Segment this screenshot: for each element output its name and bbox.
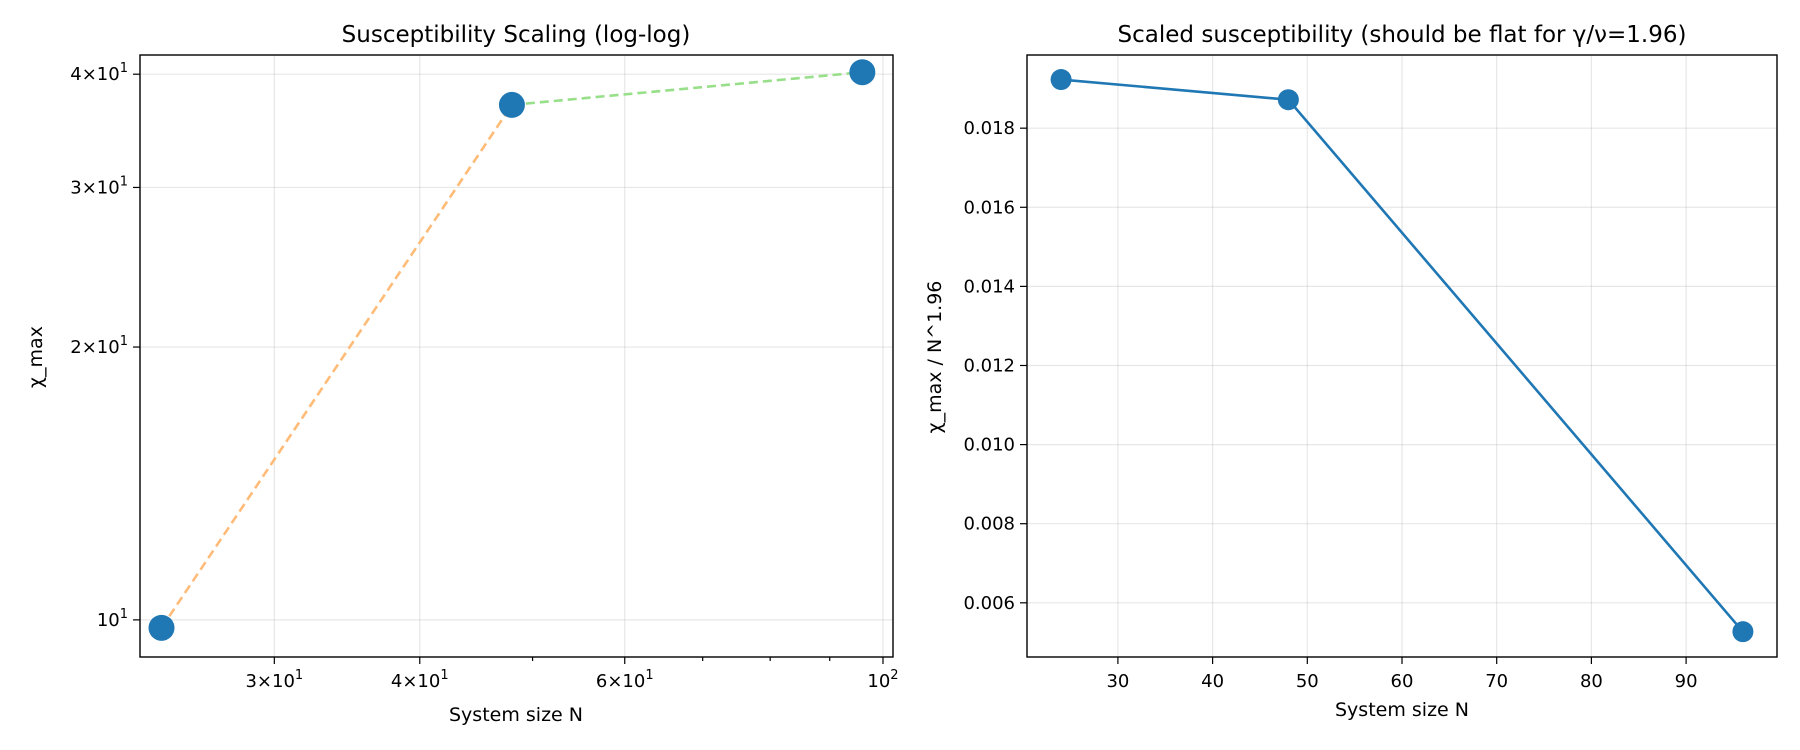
y-tick-label: 0.008 — [963, 514, 1015, 535]
data-point — [849, 59, 876, 86]
data-point — [1732, 621, 1754, 643]
x-tick-label: 50 — [1296, 671, 1319, 692]
x-tick-label: 6×101 — [596, 668, 654, 692]
data-point — [498, 91, 525, 118]
x-tick-label: 60 — [1391, 671, 1414, 692]
x-tick-label: 4×101 — [391, 668, 449, 692]
x-tick-label: 3×101 — [245, 668, 303, 692]
data-point — [148, 614, 175, 641]
left-chart-ylabel: χ_max — [25, 326, 47, 388]
y-tick-label: 3×101 — [70, 174, 128, 198]
data-point — [1050, 69, 1072, 91]
right-chart-ylabel: χ_max / N^1.96 — [924, 281, 946, 434]
x-tick-label: 80 — [1580, 671, 1603, 692]
y-tick-label: 4×101 — [70, 61, 128, 85]
y-tick-label: 0.016 — [963, 197, 1015, 218]
left-chart-panel: Susceptibility Scaling (log-log) System … — [25, 22, 899, 726]
left-chart-title: Susceptibility Scaling (log-log) — [342, 22, 691, 48]
series-line — [511, 70, 863, 107]
y-tick-label: 101 — [97, 607, 128, 631]
x-tick-label: 30 — [1106, 671, 1129, 692]
right-chart-frame — [1026, 54, 1778, 658]
x-tick-label: 40 — [1201, 671, 1224, 692]
data-point — [1277, 89, 1299, 111]
x-tick-label: 102 — [867, 668, 898, 692]
left-chart-xlabel: System size N — [449, 704, 583, 726]
y-tick-label: 0.014 — [963, 276, 1015, 297]
right-chart-title: Scaled susceptibility (should be flat fo… — [1118, 22, 1687, 48]
left-chart-frame — [139, 54, 894, 658]
y-tick-label: 0.018 — [963, 118, 1015, 139]
y-tick-label: 0.012 — [963, 355, 1015, 376]
right-chart-panel: Scaled susceptibility (should be flat fo… — [924, 22, 1778, 721]
y-tick-label: 0.010 — [963, 435, 1015, 456]
y-tick-label: 2×101 — [70, 334, 128, 358]
series-line — [160, 104, 514, 629]
y-tick-label: 0.006 — [963, 593, 1015, 614]
x-tick-label: 90 — [1675, 671, 1698, 692]
x-tick-label: 70 — [1485, 671, 1508, 692]
right-chart-xlabel: System size N — [1335, 699, 1469, 721]
